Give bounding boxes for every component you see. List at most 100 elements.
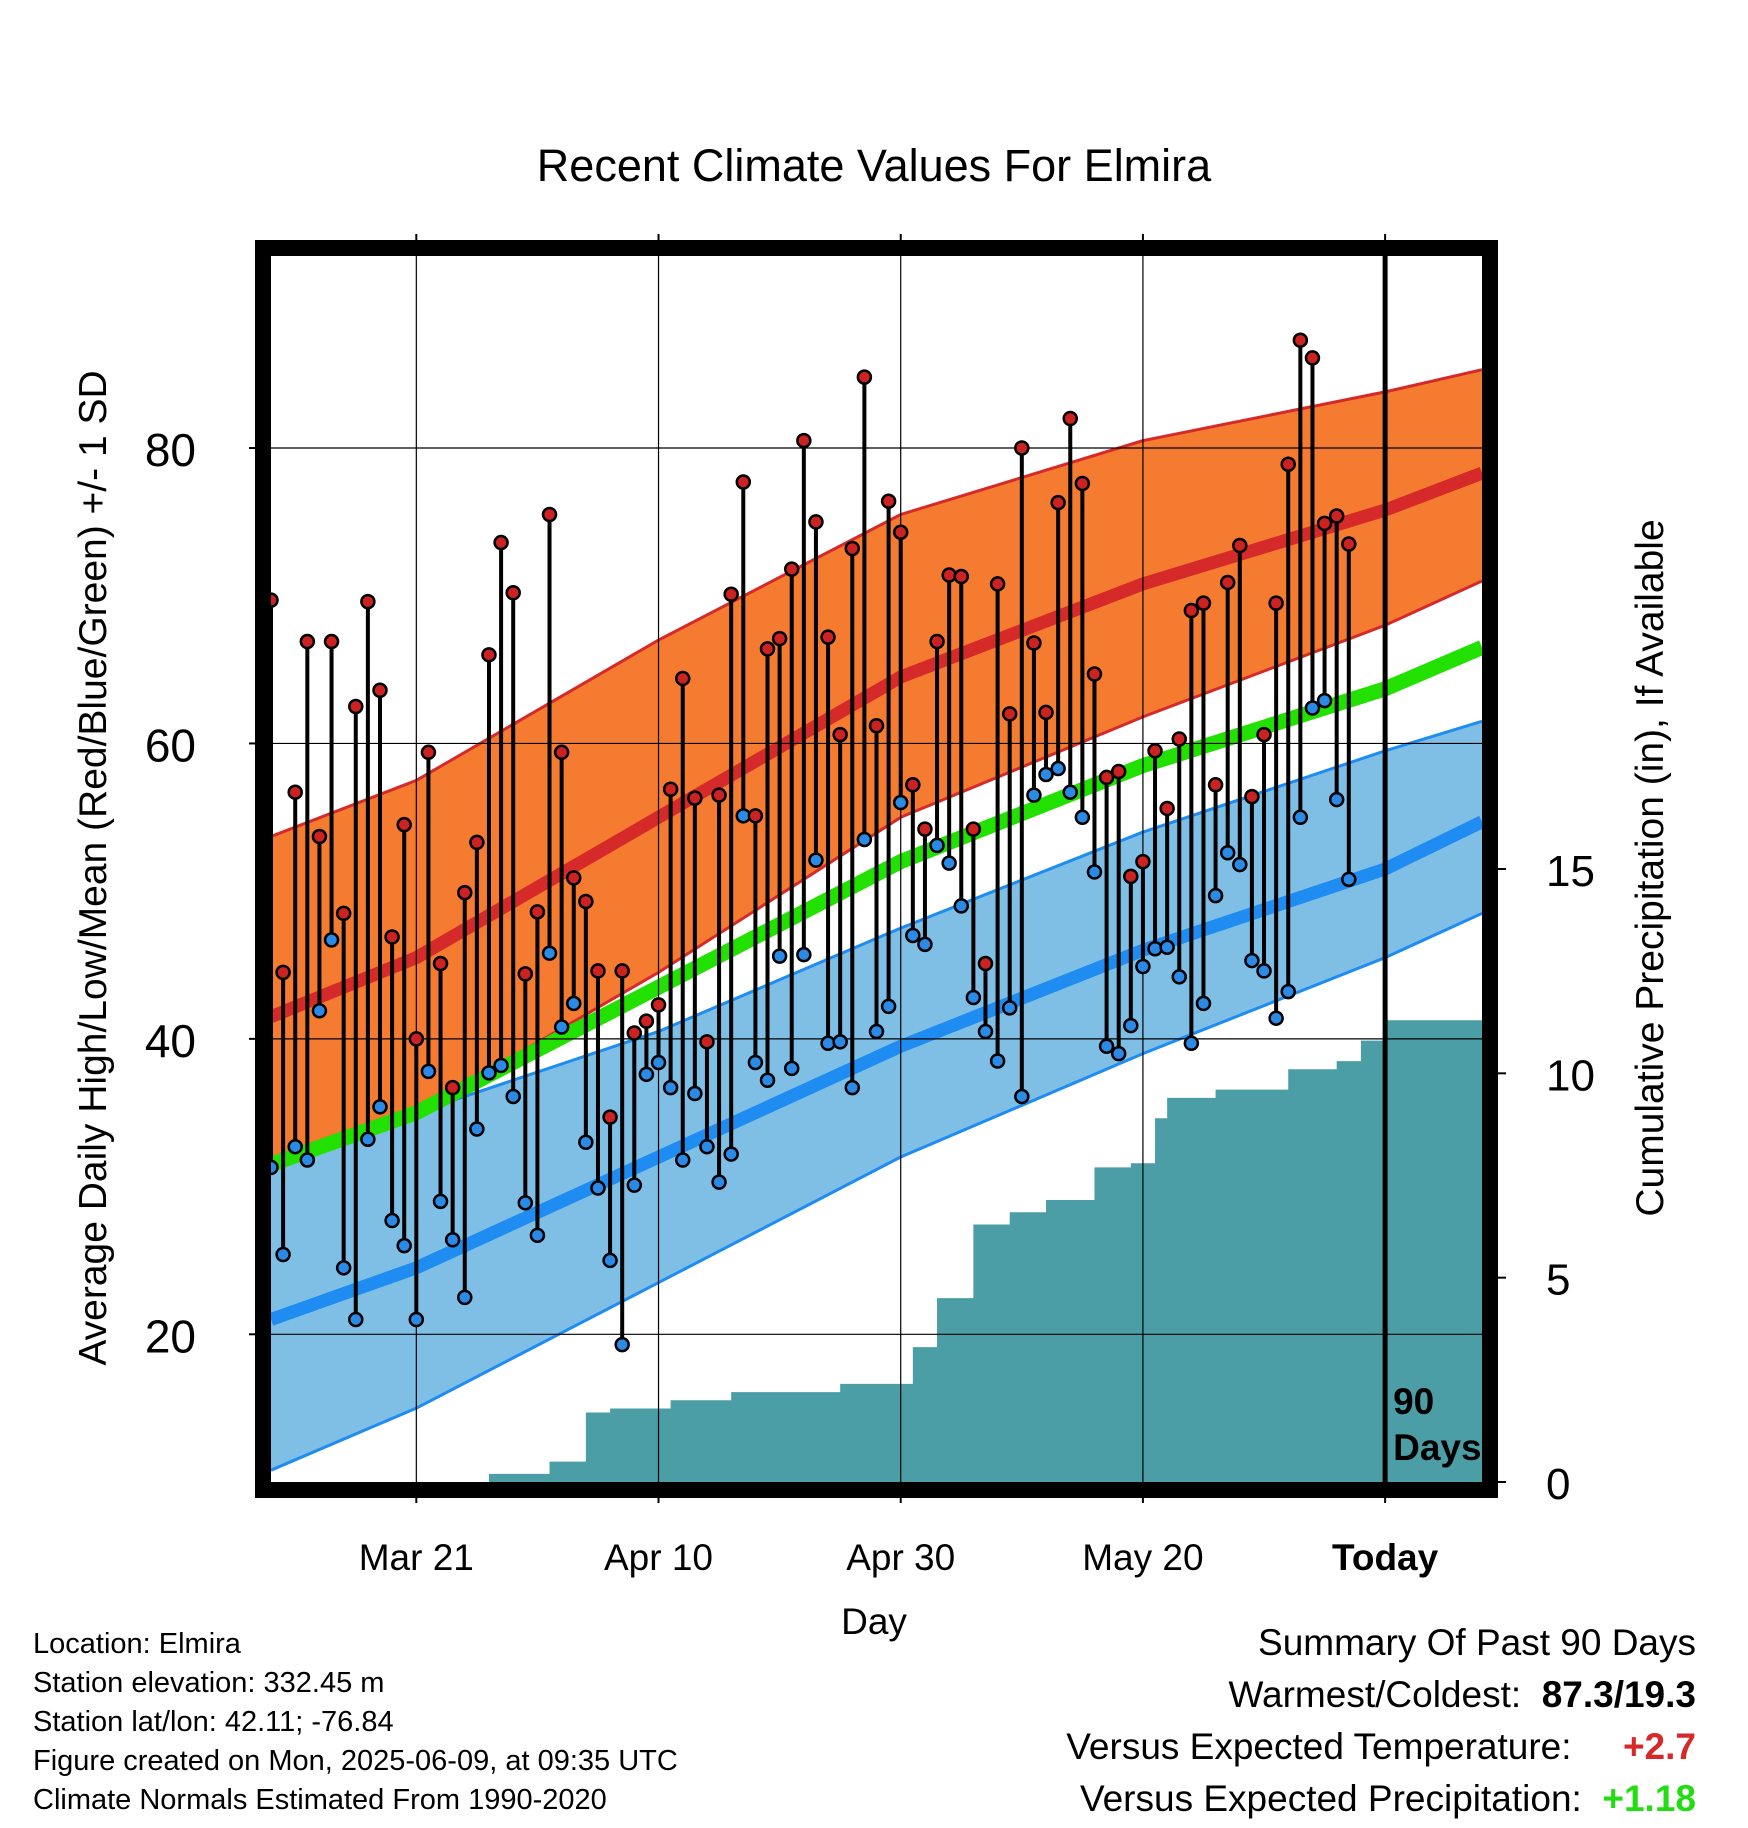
y2-tick-label: 5: [1546, 1256, 1570, 1305]
daily-low-point: [505, 1088, 521, 1105]
latlon-text: Station lat/lon: 42.11; -76.84: [33, 1706, 394, 1738]
daily-high-point: [880, 493, 897, 509]
daily-high-point: [505, 585, 521, 601]
daily-low-point: [1256, 963, 1272, 979]
daily-low-point: [808, 852, 824, 868]
daily-high-point: [590, 963, 606, 979]
station-info: Location: Elmira Station elevation: 332.…: [33, 1625, 678, 1820]
daily-low-point: [953, 898, 970, 914]
daily-low-point: [1086, 864, 1103, 880]
y-axis-label: Average Daily High/Low/Mean (Red/Blue/Gr…: [72, 370, 115, 1365]
daily-high-point: [1280, 456, 1296, 473]
y2-tick-label: 10: [1546, 1051, 1595, 1100]
daily-high-point: [1038, 704, 1054, 721]
daily-high-point: [1001, 706, 1018, 722]
daily-high-point: [771, 630, 788, 647]
daily-low-point: [529, 1227, 546, 1244]
warm-cold-label: Warmest/Coldest:: [1228, 1674, 1522, 1715]
daily-high-point: [1135, 853, 1151, 870]
normals-text: Climate Normals Estimated From 1990-2020: [33, 1784, 607, 1816]
daily-high-point: [1256, 726, 1272, 743]
created-text: Figure created on Mon, 2025-06-09, at 09…: [33, 1745, 678, 1777]
chart-title: Recent Climate Values For Elmira: [537, 140, 1212, 191]
daily-high-point: [529, 904, 546, 920]
x-tick-label: Today: [1332, 1537, 1439, 1578]
daily-high-point: [299, 633, 316, 650]
daily-high-point: [796, 432, 812, 449]
daily-low-point: [457, 1289, 473, 1306]
daily-low-point: [965, 989, 982, 1006]
daily-low-point: [323, 932, 340, 948]
daily-high-point: [275, 964, 291, 981]
daily-high-point: [892, 524, 909, 540]
daily-low-point: [892, 794, 909, 811]
daily-high-point: [820, 629, 836, 645]
daily-low-point: [590, 1180, 606, 1196]
daily-high-point: [1171, 731, 1187, 747]
precip-area: [271, 1020, 1482, 1482]
daily-high-point: [1062, 410, 1079, 427]
precip-label: Versus Expected Precipitation:: [1079, 1778, 1582, 1819]
daily-high-point: [408, 1031, 425, 1047]
daily-high-point: [372, 682, 388, 699]
daily-high-point: [953, 568, 970, 585]
summary-temp: Versus Expected Temperature: +2.7: [1066, 1726, 1696, 1768]
daily-low-point: [771, 948, 788, 964]
daily-low-point: [360, 1131, 376, 1148]
daily-low-point: [868, 1023, 885, 1040]
daily-high-point: [1219, 574, 1236, 591]
daily-high-point: [1268, 595, 1284, 611]
daily-high-point: [517, 966, 534, 982]
daily-high-point: [735, 474, 752, 490]
daily-low-point: [420, 1063, 437, 1080]
daily-high-point: [1195, 595, 1212, 611]
elevation-text: Station elevation: 332.45 m: [33, 1667, 385, 1699]
location-text: Location: Elmira: [33, 1628, 241, 1660]
daily-high-point: [602, 1109, 618, 1125]
daily-low-point: [444, 1232, 461, 1248]
daily-high-point: [674, 670, 691, 687]
daily-low-point: [348, 1311, 364, 1328]
daily-high-point: [868, 717, 885, 734]
y-tick-label: 60: [145, 719, 196, 771]
daily-low-point: [602, 1252, 618, 1269]
daily-high-point: [614, 963, 630, 979]
period-label-1: 90: [1393, 1381, 1434, 1422]
daily-high-point: [1050, 494, 1066, 511]
daily-high-point: [626, 1025, 643, 1041]
daily-low-point: [699, 1138, 715, 1155]
daily-low-point: [650, 1054, 667, 1071]
daily-high-point: [566, 870, 582, 886]
daily-high-point: [384, 929, 400, 945]
daily-high-point: [905, 777, 921, 793]
daily-low-point: [1304, 700, 1321, 716]
daily-high-point: [1232, 537, 1248, 554]
daily-low-point: [469, 1121, 485, 1137]
daily-high-point: [1026, 635, 1042, 651]
daily-high-point: [662, 781, 679, 797]
daily-low-point: [493, 1057, 509, 1074]
daily-high-point: [541, 506, 558, 523]
daily-low-point: [271, 1159, 279, 1176]
daily-high-point: [1328, 508, 1345, 524]
summary-precip: Versus Expected Precipitation: +1.18: [1080, 1778, 1696, 1820]
daily-low-point: [687, 1085, 703, 1102]
daily-high-point: [723, 586, 739, 603]
daily-high-point: [1183, 602, 1200, 619]
daily-high-point: [1304, 350, 1321, 366]
y2-axis-label: Cumulative Precipitation (in), If Availa…: [1629, 519, 1672, 1216]
daily-high-point: [747, 808, 764, 824]
daily-high-point: [553, 744, 570, 761]
daily-low-point: [1316, 692, 1333, 709]
daily-high-point: [687, 790, 703, 806]
y-tick-label: 40: [145, 1015, 196, 1067]
daily-high-point: [917, 821, 933, 837]
daily-low-point: [311, 1003, 328, 1019]
daily-low-point: [832, 1034, 848, 1050]
daily-low-point: [626, 1177, 643, 1193]
daily-high-point: [335, 905, 352, 922]
daily-low-point: [905, 927, 921, 944]
daily-high-point: [271, 592, 279, 608]
y2-tick-label: 15: [1546, 847, 1595, 896]
x-tick-label: Apr 30: [846, 1537, 955, 1578]
